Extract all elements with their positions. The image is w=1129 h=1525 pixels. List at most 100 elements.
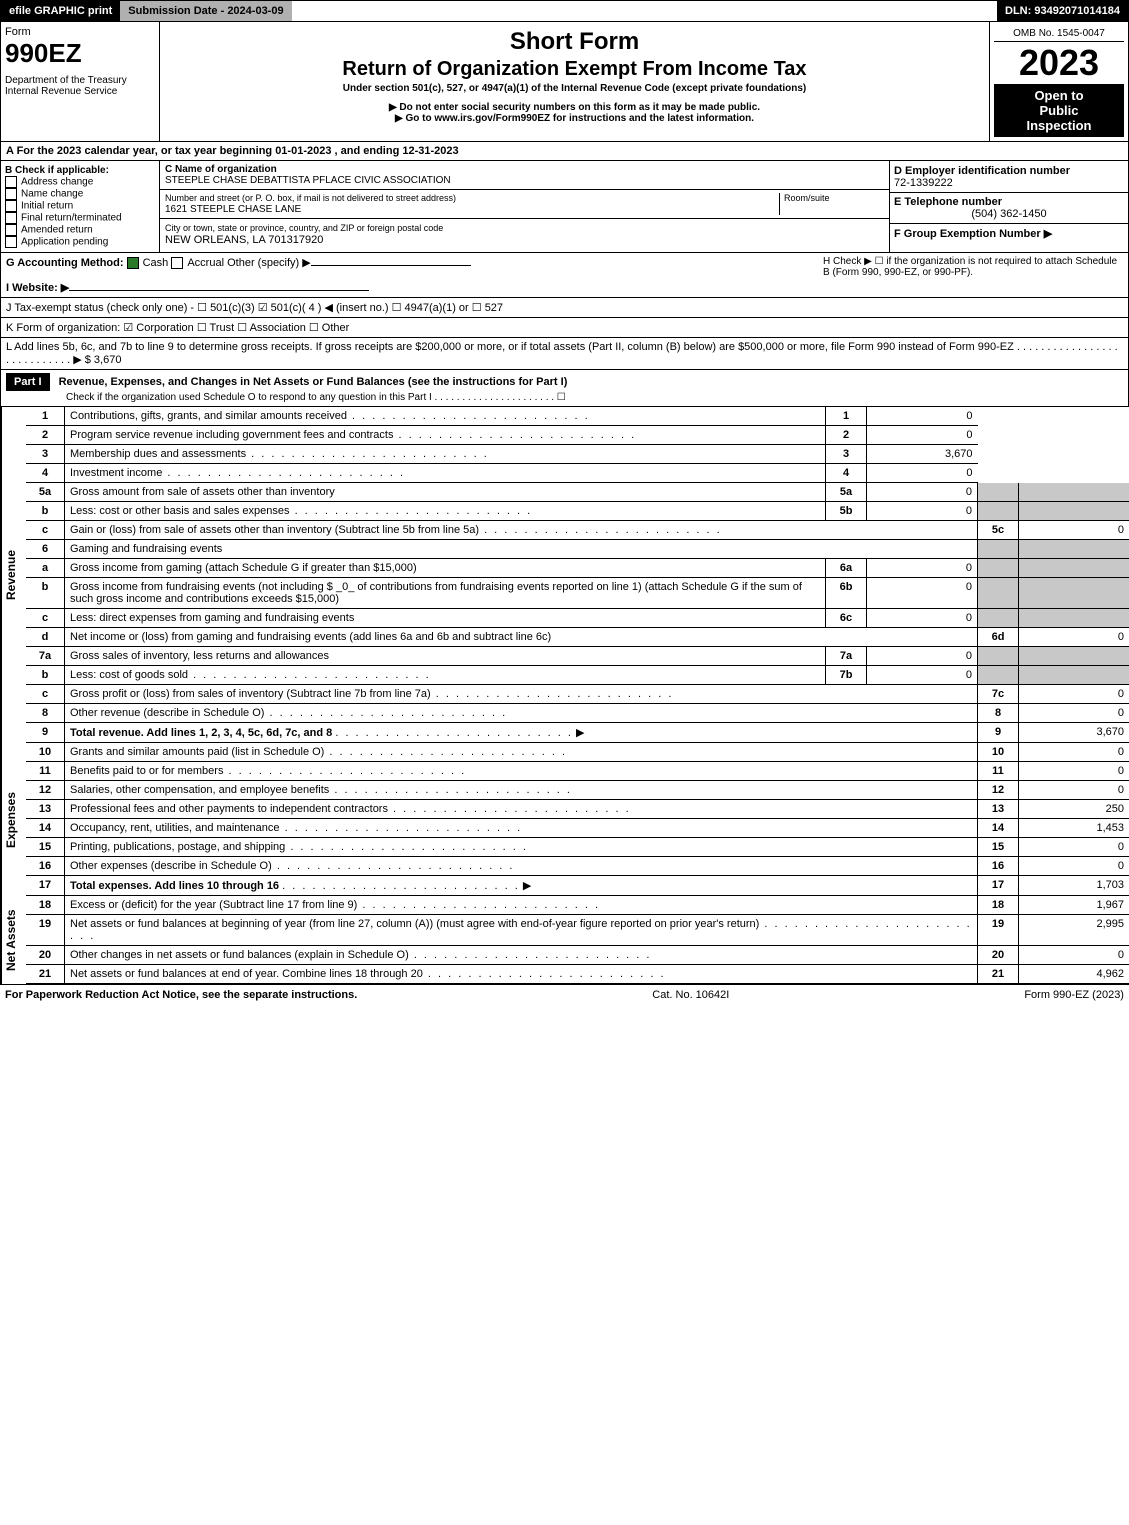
line-6c-amt: 0 [867,609,978,628]
line-14-text: Occupancy, rent, utilities, and maintena… [65,819,978,838]
note-goto[interactable]: ▶ Go to www.irs.gov/Form990EZ for instru… [164,113,985,124]
check-final-return[interactable] [5,212,17,224]
h-check: H Check ▶ ☐ if the organization is not r… [818,253,1128,297]
top-bar: efile GRAPHIC print Submission Date - 20… [0,0,1129,22]
check-cash[interactable] [127,257,139,269]
line-8-text: Other revenue (describe in Schedule O) [65,704,978,723]
line-9-text: Total revenue. Add lines 1, 2, 3, 4, 5c,… [70,727,332,739]
check-initial-return[interactable] [5,200,17,212]
line-5b-text: Less: cost or other basis and sales expe… [65,502,826,521]
part-i-title: Revenue, Expenses, and Changes in Net As… [59,376,568,388]
i-label: I Website: ▶ [6,282,69,294]
part-i-check: Check if the organization used Schedule … [66,392,566,403]
line-5b-amt: 0 [867,502,978,521]
form-header: Form 990EZ Department of the Treasury In… [0,22,1129,142]
check-address-change[interactable] [5,176,17,188]
subtitle: Under section 501(c), 527, or 4947(a)(1)… [164,83,985,94]
e-header: E Telephone number [894,196,1002,208]
f-header: F Group Exemption Number ▶ [894,228,1052,240]
line-k: K Form of organization: ☑ Corporation ☐ … [0,318,1129,338]
efile-label[interactable]: efile GRAPHIC print [1,1,120,21]
city-header: City or town, state or province, country… [165,223,443,233]
dln: DLN: 93492071014184 [997,1,1128,21]
line-7c-text: Gross profit or (loss) from sales of inv… [65,685,978,704]
net-assets-vlabel: Net Assets [1,896,26,984]
net-assets-section: Net Assets 18Excess or (deficit) for the… [0,896,1129,985]
other-specify-input[interactable] [311,265,471,266]
dept-treasury: Department of the Treasury [5,75,155,86]
check-name-change[interactable] [5,188,17,200]
inspection: Inspection [1026,118,1091,133]
line-12-amt: 0 [1019,781,1129,800]
irs-label: Internal Revenue Service [5,86,155,97]
ein: 72-1339222 [894,177,953,189]
check-application-pending[interactable] [5,236,17,248]
check-accrual[interactable] [171,257,183,269]
line-4-text: Investment income [65,464,826,483]
telephone: (504) 362-1450 [894,208,1124,220]
line-5c-text: Gain or (loss) from sale of assets other… [65,521,978,540]
line-6d-amt: 0 [1019,628,1129,647]
d-header: D Employer identification number [894,165,1070,177]
line-16-amt: 0 [1019,857,1129,876]
line-18-amt: 1,967 [1019,896,1129,915]
line-l: L Add lines 5b, 6c, and 7b to line 9 to … [0,338,1129,370]
line-7a-amt: 0 [867,647,978,666]
line-5a-amt: 0 [867,483,978,502]
line-19-text: Net assets or fund balances at beginning… [65,915,978,946]
line-6b-amt: 0 [867,578,978,609]
line-20-amt: 0 [1019,946,1129,965]
line-20-text: Other changes in net assets or fund bala… [65,946,978,965]
line-6a-text: Gross income from gaming (attach Schedul… [65,559,826,578]
line-21-text: Net assets or fund balances at end of ye… [65,965,978,984]
note-ssn: ▶ Do not enter social security numbers o… [164,102,985,113]
line-5a-text: Gross amount from sale of assets other t… [65,483,826,502]
c-header: C Name of organization [165,164,277,175]
open-to: Open to [1034,88,1083,103]
line-2-text: Program service revenue including govern… [65,426,826,445]
page-footer: For Paperwork Reduction Act Notice, see … [0,985,1129,1005]
org-name: STEEPLE CHASE DEBATTISTA PFLACE CIVIC AS… [165,175,451,186]
line-14-amt: 1,453 [1019,819,1129,838]
revenue-section: Revenue 1Contributions, gifts, grants, a… [0,407,1129,743]
line-12-text: Salaries, other compensation, and employ… [65,781,978,800]
form-word: Form [5,26,155,38]
footer-mid: Cat. No. 10642I [652,989,729,1001]
addr-header: Number and street (or P. O. box, if mail… [165,193,456,203]
line-7b-amt: 0 [867,666,978,685]
line-6c-text: Less: direct expenses from gaming and fu… [65,609,826,628]
line-1-amt: 0 [867,407,978,426]
line-6d-text: Net income or (loss) from gaming and fun… [65,628,978,647]
line-8-amt: 0 [1019,704,1129,723]
line-21-amt: 4,962 [1019,965,1129,984]
line-10-text: Grants and similar amounts paid (list in… [65,743,978,762]
website-input[interactable] [69,290,369,291]
footer-left: For Paperwork Reduction Act Notice, see … [5,989,357,1001]
org-city: NEW ORLEANS, LA 701317920 [165,234,323,246]
line-7a-text: Gross sales of inventory, less returns a… [65,647,826,666]
line-6b-text: Gross income from fundraising events (no… [65,578,826,609]
line-9-amt: 3,670 [1019,723,1129,743]
revenue-vlabel: Revenue [1,407,26,743]
line-3-amt: 3,670 [867,445,978,464]
line-13-amt: 250 [1019,800,1129,819]
line-15-amt: 0 [1019,838,1129,857]
line-11-text: Benefits paid to or for members [65,762,978,781]
line-19-amt: 2,995 [1019,915,1129,946]
line-11-amt: 0 [1019,762,1129,781]
line-13-text: Professional fees and other payments to … [65,800,978,819]
expenses-section: Expenses 10Grants and similar amounts pa… [0,743,1129,896]
line-2-amt: 0 [867,426,978,445]
line-1-text: Contributions, gifts, grants, and simila… [65,407,826,426]
omb-number: OMB No. 1545-0047 [994,26,1124,42]
section-b-to-f: B Check if applicable: Address change Na… [0,161,1129,253]
line-7c-amt: 0 [1019,685,1129,704]
section-g-h: G Accounting Method: Cash Accrual Other … [0,253,1129,298]
tax-year: 2023 [994,42,1124,84]
check-amended-return[interactable] [5,224,17,236]
line-16-text: Other expenses (describe in Schedule O) [65,857,978,876]
b-header: B Check if applicable: [5,165,109,176]
line-6-text: Gaming and fundraising events [65,540,978,559]
expenses-vlabel: Expenses [1,743,26,896]
line-j: J Tax-exempt status (check only one) - ☐… [0,298,1129,318]
